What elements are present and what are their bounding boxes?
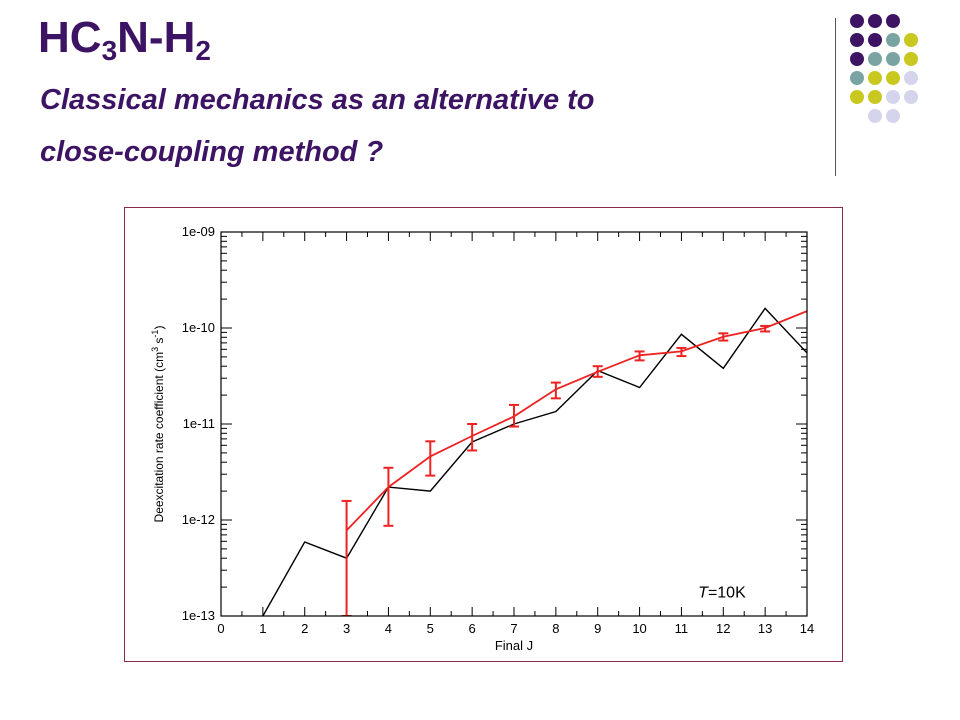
x-tick-label: 6	[469, 621, 476, 636]
series-layer	[262, 307, 807, 616]
y-tick-label: 1e-12	[182, 512, 215, 527]
x-axis-label: Final J	[495, 638, 533, 653]
decorative-dot	[886, 52, 900, 66]
decorative-dot	[904, 52, 918, 66]
y-tick-label: 1e-13	[182, 608, 215, 623]
y-axis-label-sup: -1	[150, 330, 160, 338]
slide-title: HC3N-H2	[38, 16, 211, 65]
y-axis-label: Deexcitation rate coefficient (cm3 s-1)	[150, 326, 166, 523]
decorative-dot	[886, 33, 900, 47]
slide-subtitle-line1: Classical mechanics as an alternative to	[40, 84, 595, 116]
x-tick-label: 13	[758, 621, 772, 636]
decorative-dot	[868, 71, 882, 85]
x-tick-label: 4	[385, 621, 392, 636]
chart-frame: 0 1 2 3 4 5 6 7 8 9 10 11 12 13 14 1e-13 1e-12 1e-11 1e-1…	[124, 207, 843, 662]
series-line-black	[262, 307, 807, 616]
title-divider	[835, 18, 836, 176]
x-tick-label: 3	[343, 621, 350, 636]
title-subscript: 2	[195, 35, 211, 66]
decorative-dot	[850, 14, 864, 28]
annotation-text: =10K	[708, 585, 746, 602]
y-axis-label-sup: 3	[150, 347, 160, 352]
x-tick-labels: 0 1 2 3 4 5 6 7 8 9 10 11 12 13 14	[217, 621, 814, 636]
x-tick-label: 10	[632, 621, 646, 636]
slide-subtitle-line2: close-coupling method ?	[40, 136, 384, 168]
decorative-dot	[904, 90, 918, 104]
x-tick-label: 8	[552, 621, 559, 636]
decorative-dot	[886, 90, 900, 104]
y-axis-label-part: s	[152, 338, 166, 347]
decorative-dot	[868, 90, 882, 104]
title-part: HC	[38, 13, 102, 62]
decorative-dot	[868, 14, 882, 28]
decorative-dot	[868, 52, 882, 66]
y-tick-label: 1e-11	[183, 416, 215, 431]
x-tick-label: 7	[510, 621, 517, 636]
decorative-dot	[904, 33, 918, 47]
plot-area-frame	[220, 231, 808, 617]
x-tick-label: 1	[259, 621, 266, 636]
x-tick-label: 11	[675, 621, 689, 636]
y-axis-label-part: )	[152, 326, 166, 330]
y-axis-label-part: Deexcitation rate coefficient (cm	[152, 352, 166, 523]
decorative-dot	[886, 71, 900, 85]
decorative-dot-grid	[850, 14, 950, 154]
series-line-red	[345, 310, 807, 532]
decorative-dot	[850, 90, 864, 104]
decorative-dot	[868, 109, 882, 123]
x-tick-label: 12	[716, 621, 730, 636]
temperature-annotation: T=10K	[698, 585, 746, 602]
y-tick-label: 1e-10	[182, 320, 215, 335]
decorative-dot	[868, 33, 882, 47]
title-part: N-H	[117, 13, 196, 62]
x-tick-label: 0	[217, 621, 224, 636]
x-tick-label: 9	[594, 621, 601, 636]
x-tick-label: 2	[301, 621, 308, 636]
rate-coefficient-chart: 0 1 2 3 4 5 6 7 8 9 10 11 12 13 14 1e-131e-121e-111e-1…	[150, 224, 814, 653]
decorative-dot	[904, 71, 918, 85]
decorative-dot	[850, 33, 864, 47]
y-tick-label: 1e-09	[182, 224, 215, 239]
x-tick-label: 5	[427, 621, 434, 636]
decorative-dot	[886, 109, 900, 123]
title-subscript: 3	[101, 35, 118, 66]
x-tick-label: 14	[800, 621, 814, 636]
decorative-dot	[850, 71, 864, 85]
decorative-dot	[886, 14, 900, 28]
y-tick-labels: 1e-13 1e-12 1e-11 1e-10 1e-09	[182, 224, 215, 623]
annotation-italic: T	[698, 585, 709, 602]
decorative-dot	[850, 52, 864, 66]
